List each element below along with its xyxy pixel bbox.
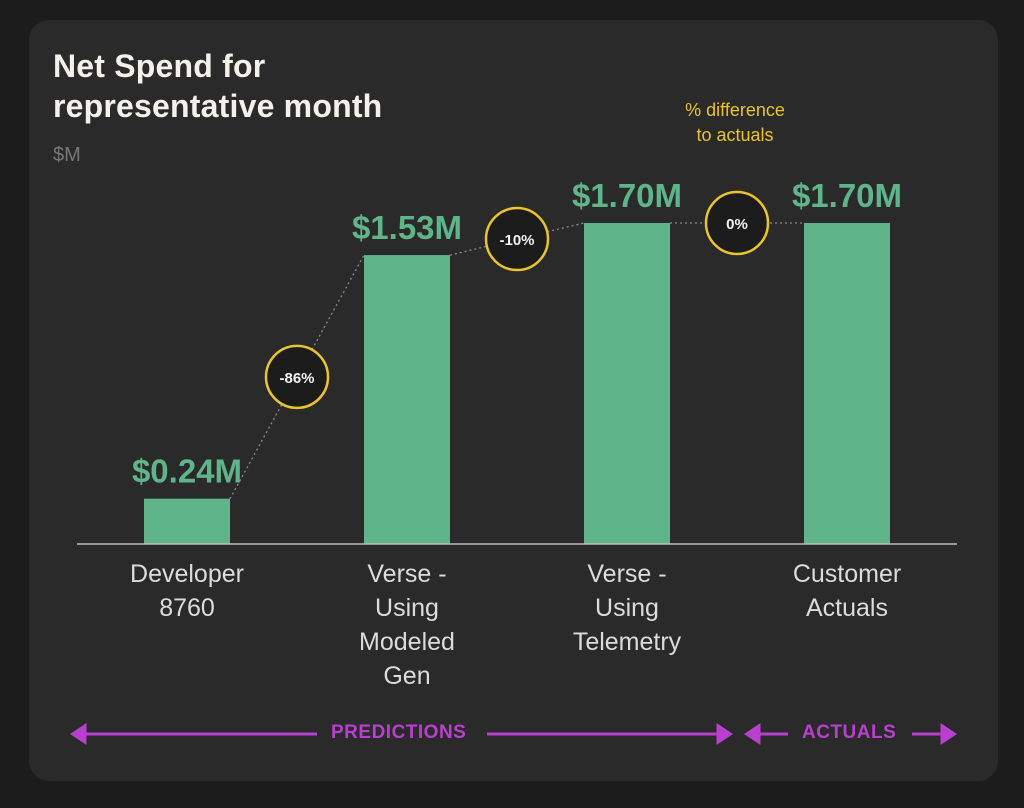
pct-difference-annotation: % difference to actuals <box>685 100 785 145</box>
chart-title: Net Spend for representative month <box>53 48 383 124</box>
predictions-arrow-head-right <box>716 723 733 745</box>
actuals-arrow-head-right <box>940 723 957 745</box>
category-label-0: Developer 8760 <box>130 560 244 622</box>
pct-label-0: -86% <box>279 370 314 387</box>
pct-badge-1 <box>484 206 550 272</box>
predictions-arrow-head-left <box>70 723 87 745</box>
bar-0 <box>144 498 230 544</box>
predictions-label: PREDICTIONS <box>331 722 467 743</box>
category-label-1: Verse - Using Modeled Gen <box>359 560 455 690</box>
data-label-3: $1.70M <box>792 177 902 214</box>
pct-label-2: 0% <box>726 216 748 233</box>
unit-label: $M <box>53 144 81 166</box>
bar-3 <box>804 223 890 544</box>
data-label-1: $1.53M <box>352 209 462 246</box>
actuals-arrow-head-left <box>744 723 761 745</box>
data-label-2: $1.70M <box>572 177 682 214</box>
category-label-2: Verse - Using Telemetry <box>572 560 682 656</box>
category-label-3: Customer Actuals <box>792 560 902 622</box>
pct-label-1: -10% <box>499 232 534 249</box>
bar-1 <box>364 255 450 544</box>
pct-badge-2 <box>704 190 770 256</box>
pct-badge-0 <box>264 344 330 410</box>
actuals-label: ACTUALS <box>802 722 897 743</box>
bar-2 <box>584 223 670 544</box>
data-label-0: $0.24M <box>132 453 242 490</box>
